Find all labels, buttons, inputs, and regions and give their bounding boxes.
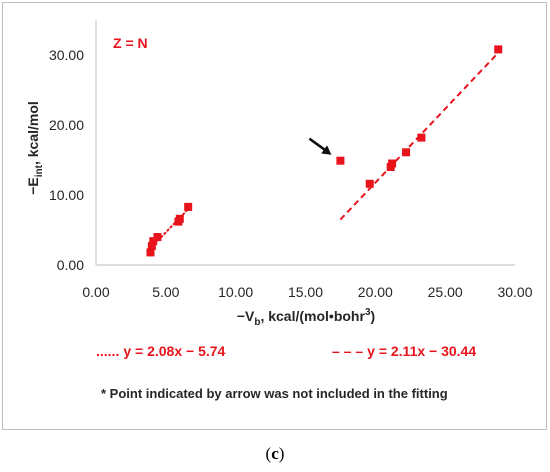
x-tick-label: 20.00 [358, 284, 393, 300]
fit-equation-left: ...... y = 2.08x − 5.74 [96, 343, 226, 359]
data-point [336, 156, 345, 165]
scatter-chart: 0.00 5.00 10.00 15.00 20.00 25.00 30.00 0.00 10.… [25, 20, 533, 401]
axes [95, 20, 515, 266]
x-axis-title: −Vb, kcal/(mol•bohr3) [237, 307, 375, 328]
data-point [417, 133, 426, 142]
footnote: * Point indicated by arrow was not inclu… [101, 386, 448, 401]
data-point [365, 179, 374, 188]
fit-line-dotted [150, 208, 190, 248]
x-tick-label: 5.00 [152, 284, 179, 300]
data-point [184, 202, 193, 211]
data-point [388, 159, 397, 168]
figure-caption: (c) [265, 444, 285, 463]
data-point [147, 242, 156, 251]
y-tick-label: 30.00 [49, 47, 84, 63]
x-tick-label: 25.00 [428, 284, 463, 300]
data-point [175, 214, 184, 223]
data-points [146, 45, 503, 257]
data-point [149, 237, 158, 246]
y-tick-label: 20.00 [49, 117, 84, 133]
tick-labels: 0.00 5.00 10.00 15.00 20.00 25.00 30.00 0.00 10.… [49, 47, 533, 300]
x-tick-label: 0.00 [82, 284, 109, 300]
x-tick-label: 15.00 [288, 284, 323, 300]
data-point [402, 148, 411, 157]
x-tick-label: 30.00 [497, 284, 532, 300]
y-tick-label: 0.00 [57, 257, 84, 273]
y-tick-label: 10.00 [49, 187, 84, 203]
chart-frame [2, 2, 547, 430]
data-point [146, 248, 155, 257]
arrow-icon [308, 137, 332, 155]
data-point [494, 45, 503, 54]
arrow-head [321, 145, 332, 155]
x-tick-label: 10.00 [218, 284, 253, 300]
inset-label: Z = N [113, 35, 148, 51]
fit-equation-right: – – – y = 2.11x − 30.44 [332, 343, 476, 359]
y-axis-title: −Eint, kcal/mol [25, 101, 45, 195]
data-point [153, 233, 162, 241]
